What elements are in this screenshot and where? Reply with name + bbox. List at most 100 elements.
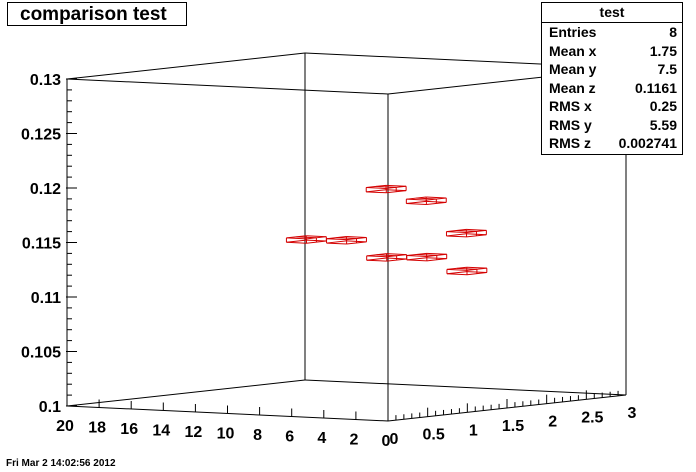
z-tick-label: 0.12 — [30, 181, 61, 198]
box-edge — [366, 189, 387, 193]
box-mid-edge — [296, 236, 317, 239]
stats-name: test — [542, 3, 682, 23]
box-edge — [326, 240, 347, 244]
box-mid-edge — [456, 229, 477, 232]
x-tick-label: 2.5 — [581, 409, 603, 426]
box-edge — [366, 259, 387, 262]
x-tick-label: 2 — [548, 414, 557, 431]
box-edge — [386, 258, 407, 262]
box-mid-edge — [336, 237, 357, 240]
box-edge — [286, 239, 307, 243]
stats-row-entries: Entries 8 — [542, 23, 682, 42]
lego-box — [326, 236, 367, 245]
y-tick-label: 20 — [56, 418, 74, 435]
box-edge — [406, 255, 427, 257]
z-tick-label: 0.115 — [22, 236, 61, 253]
x-tick-label: 0 — [390, 431, 399, 448]
y-tick-label: 0 — [382, 433, 391, 450]
box-edge — [406, 200, 427, 205]
stats-key: Mean y — [549, 61, 597, 77]
y-tick-label: 16 — [120, 421, 138, 438]
axis-ticks — [66, 78, 627, 421]
box-edge — [466, 272, 487, 276]
box-edge — [326, 242, 347, 245]
frame-edge — [66, 379, 306, 407]
stats-key: Mean z — [549, 79, 596, 96]
z-tick-label: 0.1 — [39, 399, 61, 416]
stats-row-rms-y: RMS y 5.59 — [542, 116, 682, 135]
frame-edge — [304, 379, 627, 396]
box-edge — [446, 233, 467, 237]
plot-title: comparison test — [20, 4, 167, 25]
box-edge — [446, 273, 468, 276]
y-tick-label: 8 — [253, 427, 262, 444]
box-edge — [386, 185, 407, 189]
lego-box — [405, 196, 447, 205]
stats-value: 8 — [669, 24, 677, 40]
y-tick-label: 18 — [88, 420, 106, 437]
stats-row-mean-x: Mean x 1.75 — [542, 42, 682, 61]
z-tick-label: 0.11 — [31, 290, 61, 307]
box-mid-edge — [456, 267, 477, 270]
box-edge — [326, 238, 347, 241]
stats-value: 0.25 — [649, 98, 677, 114]
stats-value: 0.1161 — [634, 79, 677, 96]
lego-box — [365, 184, 407, 194]
box-edge — [286, 241, 307, 244]
stats-row-mean-y: Mean y 7.5 — [542, 60, 682, 79]
box-edge — [466, 228, 487, 231]
box-edge — [426, 252, 447, 255]
lego-box — [366, 253, 408, 262]
stats-value: 0.002741 — [618, 135, 677, 151]
frame-edge — [66, 52, 306, 80]
stats-key: RMS z — [549, 135, 591, 151]
y-tick-label: 12 — [185, 424, 203, 441]
data-boxes — [285, 184, 488, 276]
stats-box: test Entries 8 Mean x 1.75 Mean y 7.5 Mean … — [541, 2, 683, 155]
stats-key: Entries — [549, 24, 597, 40]
x-tick-label: 1.5 — [502, 418, 524, 435]
stats-key: Mean x — [549, 42, 597, 59]
stats-value: 1.75 — [649, 42, 677, 59]
box-edge — [426, 196, 447, 199]
box-mid-edge — [416, 253, 437, 256]
z-tick-label: 0.105 — [21, 345, 61, 362]
box-edge — [446, 235, 467, 238]
stats-value: 7.5 — [657, 61, 677, 77]
x-tick-label: 0.5 — [423, 427, 445, 444]
box-edge — [426, 197, 447, 201]
box-edge — [406, 203, 427, 205]
box-edge — [366, 255, 387, 258]
lego-box — [285, 235, 327, 244]
box-mid-edge — [416, 197, 437, 200]
lego-box — [446, 266, 488, 276]
box-edge — [386, 253, 407, 256]
y-tick-label: 2 — [349, 432, 358, 449]
z-tick-label: 0.125 — [21, 127, 61, 144]
box-mid-edge — [376, 185, 397, 188]
box-edge — [366, 187, 387, 189]
x-tick-label: 1 — [469, 422, 478, 439]
stats-row-rms-x: RMS x 0.25 — [542, 97, 682, 116]
box-edge — [366, 257, 387, 261]
box-edge — [446, 268, 468, 271]
box-edge — [406, 198, 427, 201]
box-edge — [446, 271, 467, 275]
box-edge — [446, 231, 467, 234]
box-edge — [466, 266, 487, 269]
box-edge — [406, 259, 427, 262]
box-edge — [286, 237, 307, 240]
tick-labels: 0.1 0.105 0.11 0.115 0.12 0.125 0.13 0 0.5 1 1.5 2 2… — [21, 72, 637, 450]
box-mid-edge — [376, 254, 397, 257]
frame-edge — [66, 78, 389, 95]
x-tick-label: 3 — [628, 405, 637, 422]
stats-key: RMS x — [549, 98, 592, 114]
box-edge — [306, 235, 327, 238]
y-tick-label: 14 — [152, 423, 170, 440]
lego-box — [445, 228, 487, 238]
stats-value: 5.59 — [649, 116, 677, 133]
y-tick-label: 6 — [285, 429, 294, 446]
plot-title-box: comparison test — [7, 2, 187, 26]
stats-row-rms-z: RMS z 0.002741 — [542, 134, 682, 153]
y-tick-label: 4 — [317, 430, 326, 447]
